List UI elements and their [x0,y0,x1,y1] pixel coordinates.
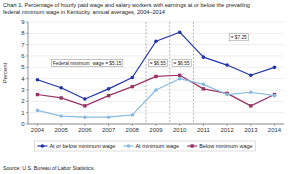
source: Source: U.S. Bureau of Labor Statistics. [3,165,95,171]
title: Chart 1. Percentage of hourly paid wage … [3,2,250,8]
x-tick-label: 2007 [102,127,116,133]
chart: Chart 1. Percentage of hourly paid wage … [0,0,290,174]
grid-line [28,67,284,68]
grid-line [28,112,284,113]
point [36,93,39,96]
reference-line [169,22,170,124]
point [154,39,158,43]
annotation: = $6.55 [150,61,166,66]
point [202,55,206,59]
legend-marker [41,144,45,148]
point [202,83,206,87]
point [107,87,111,91]
x-tick-label: 2005 [55,127,69,133]
legend-marker [127,144,131,148]
y-tick-label: 3 [21,87,25,93]
reference-line [193,22,194,124]
point [83,115,87,119]
point [273,94,277,98]
y-axis [28,22,29,124]
point [83,104,86,107]
x-tick-label: 2012 [220,127,234,133]
x-tick-label: 2008 [126,127,140,133]
point [107,94,110,97]
annotation: = $6.55 [174,61,190,66]
annotation-box [172,59,191,66]
legend-item: Below minimum wage [187,143,253,149]
point [83,97,87,101]
y-label: Percent [2,62,8,83]
grid-line [28,56,284,57]
x-tick-label: 2013 [244,127,258,133]
point [154,88,158,92]
y-tick-label: 9 [21,19,25,25]
y-tick-label: 1 [21,110,25,116]
series-line [37,75,274,106]
legend-marker [190,144,193,147]
annotation-box [229,34,248,41]
series [36,74,276,108]
series-line [37,32,274,99]
point [36,109,40,113]
legend: At or below minimum wage At minimum wage B… [34,141,255,151]
legend-label: At minimum wage [135,143,179,149]
grid-line [28,78,284,79]
grid-line [28,101,284,102]
series [36,77,277,119]
annotation-box [148,59,167,66]
y-tick-label: 7 [21,42,25,48]
point [130,113,134,117]
point [202,87,205,90]
annotation: Federal minimum wage = $5.15 [53,61,122,66]
point [178,74,181,77]
point [59,114,63,118]
point [249,90,253,94]
reference-line [146,22,147,124]
point [154,75,157,78]
point [131,85,134,88]
point [59,96,62,99]
x-tick-label: 2014 [268,127,282,133]
x-tick-label: 2011 [197,127,211,133]
point [178,30,182,34]
y-tick-label: 4 [21,76,25,82]
point [130,76,134,80]
legend-label: Below minimum wage [199,143,253,149]
legend-frame [34,141,255,151]
point [249,104,252,107]
grid-line [28,22,284,23]
legend-label: At or below minimum wage [49,143,115,149]
legend-item: At or below minimum wage [37,143,115,149]
x-tick-label: 2010 [173,127,187,133]
legend-item: At minimum wage [123,143,179,149]
y-tick-label: 2 [21,98,25,104]
point [249,73,253,77]
annotations: Federal minimum wage = $5.15 = $6.55 = $6.… [51,34,248,67]
annotation-box [51,59,123,66]
y-tick-label: 6 [21,53,25,59]
y-tick-label: 5 [21,64,25,70]
series [36,30,277,100]
point [107,115,111,119]
x-axis [28,124,284,125]
series-line [37,79,274,118]
point [225,63,229,67]
grid-line [28,44,284,45]
subtitle: federal minimum wage in Kentucky, annual… [3,9,165,15]
point [178,77,182,81]
point [273,66,277,70]
y-tick-label: 0 [21,121,25,127]
point [225,93,229,97]
plot-area [36,22,277,124]
x-tick-label: 2006 [78,127,92,133]
grid-line [28,124,284,125]
point [59,86,63,90]
x-tick-label: 2004 [31,127,45,133]
x-tick-label: 2009 [149,127,163,133]
annotation: = $7.25 [231,35,247,40]
point [36,78,40,82]
y-tick-label: 8 [21,30,25,36]
